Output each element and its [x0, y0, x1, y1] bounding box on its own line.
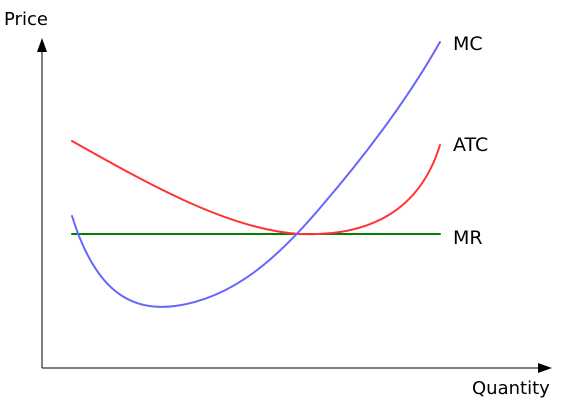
atc-curve: [71, 140, 441, 236]
x-axis-arrow: [538, 363, 552, 373]
mr-label: MR: [453, 227, 483, 249]
y-axis-label: Price: [4, 9, 48, 30]
mc-label: MC: [453, 33, 483, 55]
mc-curve: [71, 41, 441, 308]
y-axis-arrow: [37, 38, 47, 52]
x-axis-label: Quantity: [472, 378, 550, 399]
atc-label: ATC: [453, 134, 488, 156]
